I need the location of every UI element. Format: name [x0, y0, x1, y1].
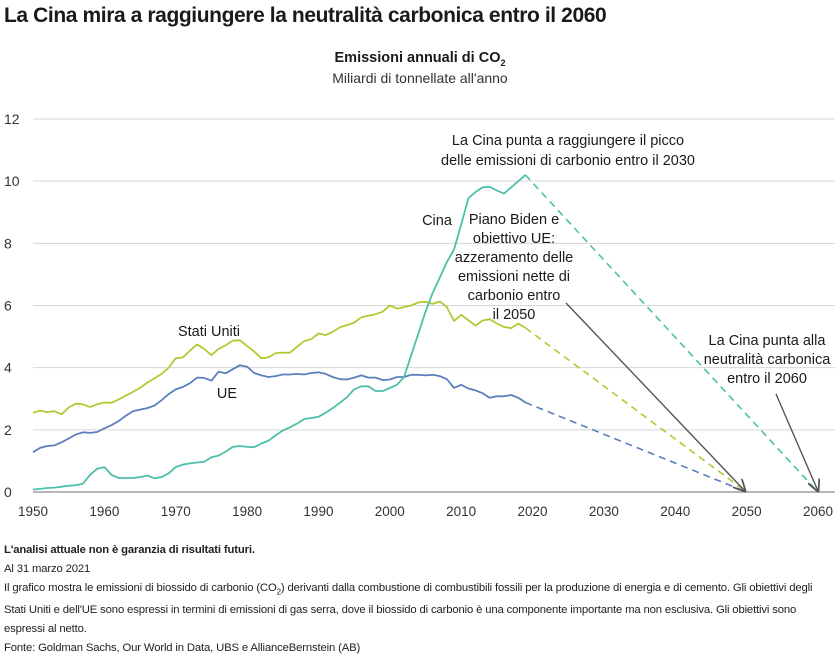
annotation-line: La Cina punta alla: [709, 333, 827, 349]
annotation-line: il 2050: [493, 307, 536, 323]
footer: L'analisi attuale non è garanzia di risu…: [4, 541, 836, 658]
arrow-2050: [565, 302, 745, 491]
series-label-china: Cina: [422, 213, 453, 229]
x-tick-label: 1950: [18, 504, 48, 519]
projection-line-eu: [525, 401, 747, 493]
y-tick-label: 2: [4, 422, 12, 438]
x-axis-ticks: 1950 1960 1970 1980 1990 2000 2010 2020 2030 2040…: [18, 504, 833, 519]
annotation-biden-eu: Piano Biden e obiettivo UE: azzeramento de…: [455, 212, 574, 323]
projection-line-usa: [524, 327, 748, 493]
x-tick-label: 1990: [303, 504, 333, 519]
x-tick-label: 2010: [446, 504, 476, 519]
x-tick-label: 2060: [803, 504, 833, 519]
note-subscript: 2: [276, 587, 281, 597]
annotation-china-peak: La Cina punta a raggiungere il picco dell…: [441, 133, 695, 169]
y-tick-label: 12: [4, 111, 20, 127]
arrow-2060: [775, 393, 818, 491]
page-title: La Cina mira a raggiungere la neutralità…: [4, 4, 607, 27]
annotation-line: carbonio entro: [468, 288, 561, 304]
x-tick-label: 2000: [375, 504, 405, 519]
chart-note: Il grafico mostra le emissioni di biossi…: [4, 579, 836, 639]
y-axis-ticks: 0 2 4 6 8 10 12: [4, 111, 20, 500]
x-tick-label: 2050: [732, 504, 762, 519]
y-tick-label: 4: [4, 360, 12, 376]
y-tick-label: 10: [4, 173, 20, 189]
annotation-line: obiettivo UE:: [473, 231, 555, 247]
annotation-line: entro il 2060: [727, 371, 807, 387]
y-tick-label: 0: [4, 484, 12, 500]
series-line-usa: [32, 300, 526, 416]
note-text-1: Il grafico mostra le emissioni di biossi…: [4, 582, 277, 594]
series-line-eu: [32, 364, 526, 453]
x-tick-label: 2040: [660, 504, 690, 519]
series-label-usa: Stati Uniti: [178, 324, 240, 340]
x-tick-label: 2020: [518, 504, 548, 519]
annotation-line: emissioni nette di: [458, 269, 570, 285]
y-tick-label: 8: [4, 235, 12, 251]
disclaimer: L'analisi attuale non è garanzia di risu…: [4, 544, 255, 556]
annotation-line: azzeramento delle: [455, 250, 574, 266]
chart-title-subscript: 2: [500, 57, 506, 68]
series-line-china: [32, 174, 526, 491]
x-tick-label: 2030: [589, 504, 619, 519]
series-lines: [32, 174, 819, 493]
series-label-eu: UE: [217, 386, 237, 402]
annotation-line: neutralità carbonica: [704, 352, 831, 368]
as-of-date: Al 31 marzo 2021: [4, 563, 91, 575]
emissions-chart: 0 2 4 6 8 10 12 1950 1960 1970 1980 1990 2000 2010 20…: [4, 111, 835, 519]
x-tick-label: 1970: [161, 504, 191, 519]
annotation-line: delle emissioni di carbonio entro il 203…: [441, 153, 695, 169]
chart-header: Emissioni annuali di CO2 Miliardi di ton…: [0, 50, 840, 86]
chart-title-text: Emissioni annuali di CO: [334, 50, 501, 66]
y-tick-label: 6: [4, 298, 12, 314]
annotation-line: La Cina punta a raggiungere il picco: [452, 133, 684, 149]
x-tick-label: 1960: [89, 504, 119, 519]
x-tick-label: 1980: [232, 504, 262, 519]
note-text-2: ) derivanti dalla combustione di combust…: [4, 582, 813, 636]
chart-subtitle: Miliardi di tonnellate all'anno: [332, 69, 508, 86]
chart-title: Emissioni annuali di CO2: [0, 50, 840, 68]
annotations: Stati Uniti UE Cina La Cina punta a ragg…: [178, 133, 831, 491]
annotation-line: Piano Biden e: [469, 212, 559, 228]
gridlines: [33, 118, 835, 493]
annotation-china-neutral: La Cina punta alla neutralità carbonica en…: [704, 333, 831, 387]
